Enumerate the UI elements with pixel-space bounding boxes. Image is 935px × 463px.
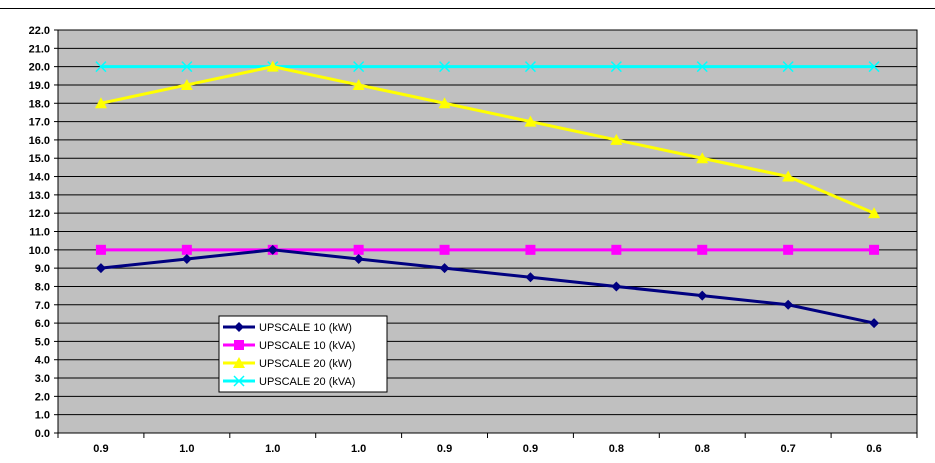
legend-marker [234,340,244,350]
legend-marker [233,375,245,387]
y-tick-label: 10.0 [29,245,50,257]
legend-item: UPSCALE 20 (kW) [223,357,352,370]
x-tick-label: 0.7 [781,443,796,455]
data-point [438,97,451,109]
data-point [94,97,107,109]
data-point [611,281,622,292]
data-point [525,244,536,255]
y-tick-label: 12.0 [29,208,50,220]
y-tick-label: 22.0 [29,25,50,37]
data-point [697,244,708,255]
x-tick-label: 1.0 [351,443,366,455]
data-point [783,299,794,310]
x-tick-label: 0.6 [866,443,881,455]
data-point [696,152,709,164]
data-point [782,170,795,182]
data-point [180,78,193,90]
y-tick-label: 18.0 [29,98,50,110]
data-point [524,115,537,127]
legend-label: UPSCALE 20 (kVA) [259,376,355,388]
series-line [100,65,875,215]
data-point [95,263,106,274]
data-point [267,244,278,255]
data-point [610,133,623,145]
data-point [783,244,794,255]
legend-box [218,315,388,393]
data-point [181,244,192,255]
data-point [439,61,451,73]
y-tick-label: 19.0 [29,80,50,92]
x-tick-label: 1.0 [265,443,280,455]
y-tick-label: 1.0 [35,410,50,422]
series-lines [94,60,881,329]
y-tick-label: 11.0 [29,227,50,239]
x-tick-label: 1.0 [179,443,194,455]
y-tick-label: 14.0 [29,172,50,184]
legend-item: UPSCALE 10 (kW) [223,322,352,334]
legend-label: UPSCALE 10 (kVA) [259,340,355,352]
x-tick-label: 0.8 [609,443,624,455]
data-point [181,61,193,73]
data-point [869,244,880,255]
data-point [266,60,279,72]
axes: 0.0 1.0 2.0 3.0 4.0 5.0 6.0 7.0 8.0 9.0 10.0 11.0 12… [29,25,918,455]
data-point [610,61,622,73]
x-tick-label: 0.9 [523,443,538,455]
data-point [353,244,364,255]
y-tick-label: 6.0 [35,318,50,330]
y-tick-label: 2.0 [35,391,50,403]
legend-marker [234,322,244,332]
y-tick-label: 13.0 [29,190,50,202]
y-tick-label: 0.0 [35,428,50,440]
data-point [611,244,622,255]
y-tick-label: 4.0 [35,355,50,367]
legend-item: UPSCALE 10 (kVA) [223,340,355,352]
legend-marker [233,357,245,368]
data-point [95,61,107,73]
y-tick-label: 8.0 [35,281,50,293]
y-tick-label: 20.0 [29,62,50,74]
y-tick-label: 15.0 [29,153,50,165]
x-tick-label: 0.9 [93,443,108,455]
x-tick-label: 0.8 [695,443,710,455]
data-point [95,244,106,255]
y-tick-label: 16.0 [29,135,50,147]
data-point [524,61,536,73]
y-tick-label: 7.0 [35,300,50,312]
data-point [181,253,192,264]
legend: UPSCALE 10 (kW) UPSCALE 10 (kVA) UPSCALE 2… [218,315,388,393]
data-point [525,272,536,283]
series-line [100,248,875,325]
y-tick-label: 21.0 [29,43,50,55]
data-point [869,318,880,329]
legend-label: UPSCALE 10 (kW) [259,322,352,334]
data-point [868,61,880,73]
data-point [353,253,364,264]
data-point [439,263,450,274]
y-tick-label: 3.0 [35,373,50,385]
series-upscale-10-kw [95,244,880,329]
legend-item: UPSCALE 20 (kVA) [223,375,355,388]
series-upscale-20-kw [94,60,881,219]
data-point [697,290,708,301]
y-tick-label: 5.0 [35,336,50,348]
x-tick-label: 0.9 [437,443,452,455]
top-rule [0,8,935,9]
y-tick-label: 17.0 [29,117,50,129]
data-point [439,244,450,255]
data-point [352,78,365,90]
legend-label: UPSCALE 20 (kW) [259,358,352,370]
y-tick-label: 9.0 [35,263,50,275]
data-point [782,61,794,73]
data-point [696,61,708,73]
data-point [353,61,365,73]
data-point [868,207,881,219]
